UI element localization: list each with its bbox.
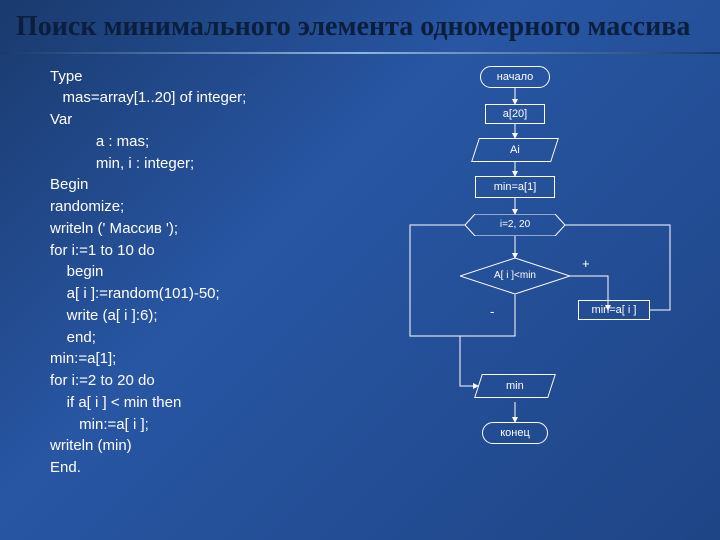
flow-start-label: начало xyxy=(497,71,533,83)
flow-start: начало xyxy=(480,66,550,88)
flow-output: min xyxy=(474,374,556,398)
flow-loop: i=2, 20 xyxy=(465,214,565,236)
flow-init-label: min=a[1] xyxy=(494,181,537,193)
flow-end-label: конец xyxy=(500,427,530,439)
flow-condition-label: A[ i ]<min xyxy=(494,270,536,281)
code-listing: Type mas=array[1..20] of integer; Var a … xyxy=(50,66,360,479)
flow-input: Ai xyxy=(471,138,559,162)
flow-declare: a[20] xyxy=(485,104,545,124)
flow-assign-label: min=a[ i ] xyxy=(592,304,637,316)
flow-init: min=a[1] xyxy=(475,176,555,198)
page-title: Поиск минимального элемента одномерного … xyxy=(0,0,720,48)
flow-input-label: Ai xyxy=(510,144,520,156)
flow-end: конец xyxy=(482,422,548,444)
flow-assign: min=a[ i ] xyxy=(578,300,650,320)
flowchart: начало a[20] Ai min=a[1] i=2, 20 A[ i ]<… xyxy=(360,66,700,479)
flow-loop-label: i=2, 20 xyxy=(500,219,530,230)
content-row: Type mas=array[1..20] of integer; Var a … xyxy=(0,62,720,479)
flow-declare-label: a[20] xyxy=(503,108,527,120)
branch-minus: - xyxy=(490,304,494,319)
title-divider xyxy=(0,52,720,54)
flow-condition: A[ i ]<min xyxy=(460,258,570,294)
branch-plus: + xyxy=(582,256,590,271)
flow-output-label: min xyxy=(506,380,524,392)
